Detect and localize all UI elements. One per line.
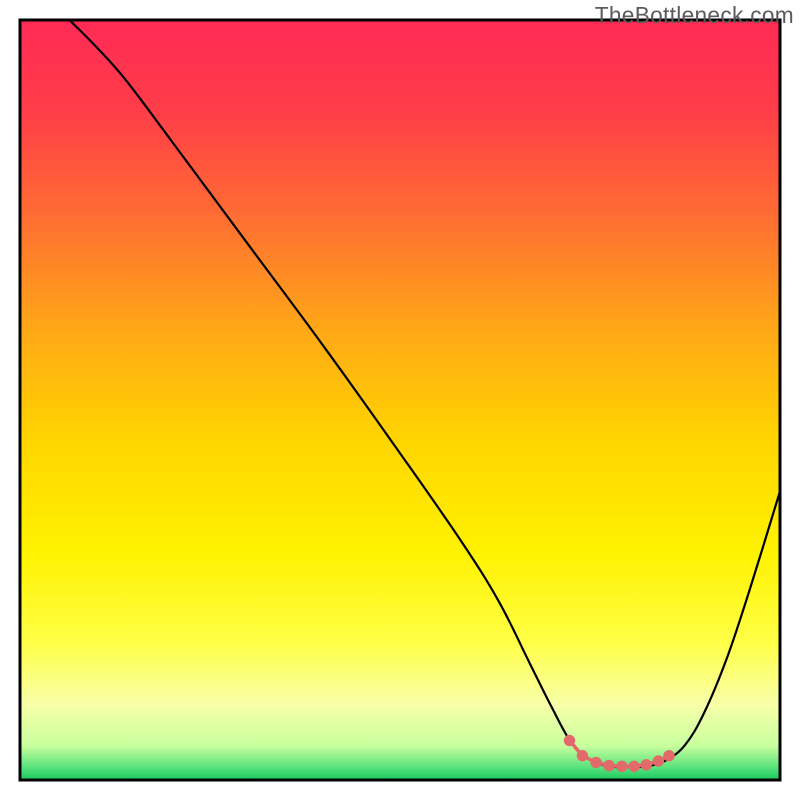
optimal-point-marker <box>591 757 601 767</box>
bottleneck-chart: TheBottleneck.com <box>0 0 800 800</box>
optimal-point-marker <box>577 750 587 760</box>
chart-svg <box>0 0 800 800</box>
gradient-background <box>20 20 780 780</box>
optimal-point-marker <box>604 760 614 770</box>
optimal-point-marker <box>629 761 639 771</box>
optimal-point-marker <box>664 750 674 760</box>
optimal-point-marker <box>617 761 627 771</box>
optimal-point-marker <box>641 760 651 770</box>
optimal-point-marker <box>564 735 574 745</box>
watermark-text: TheBottleneck.com <box>595 2 794 29</box>
optimal-point-marker <box>653 756 663 766</box>
